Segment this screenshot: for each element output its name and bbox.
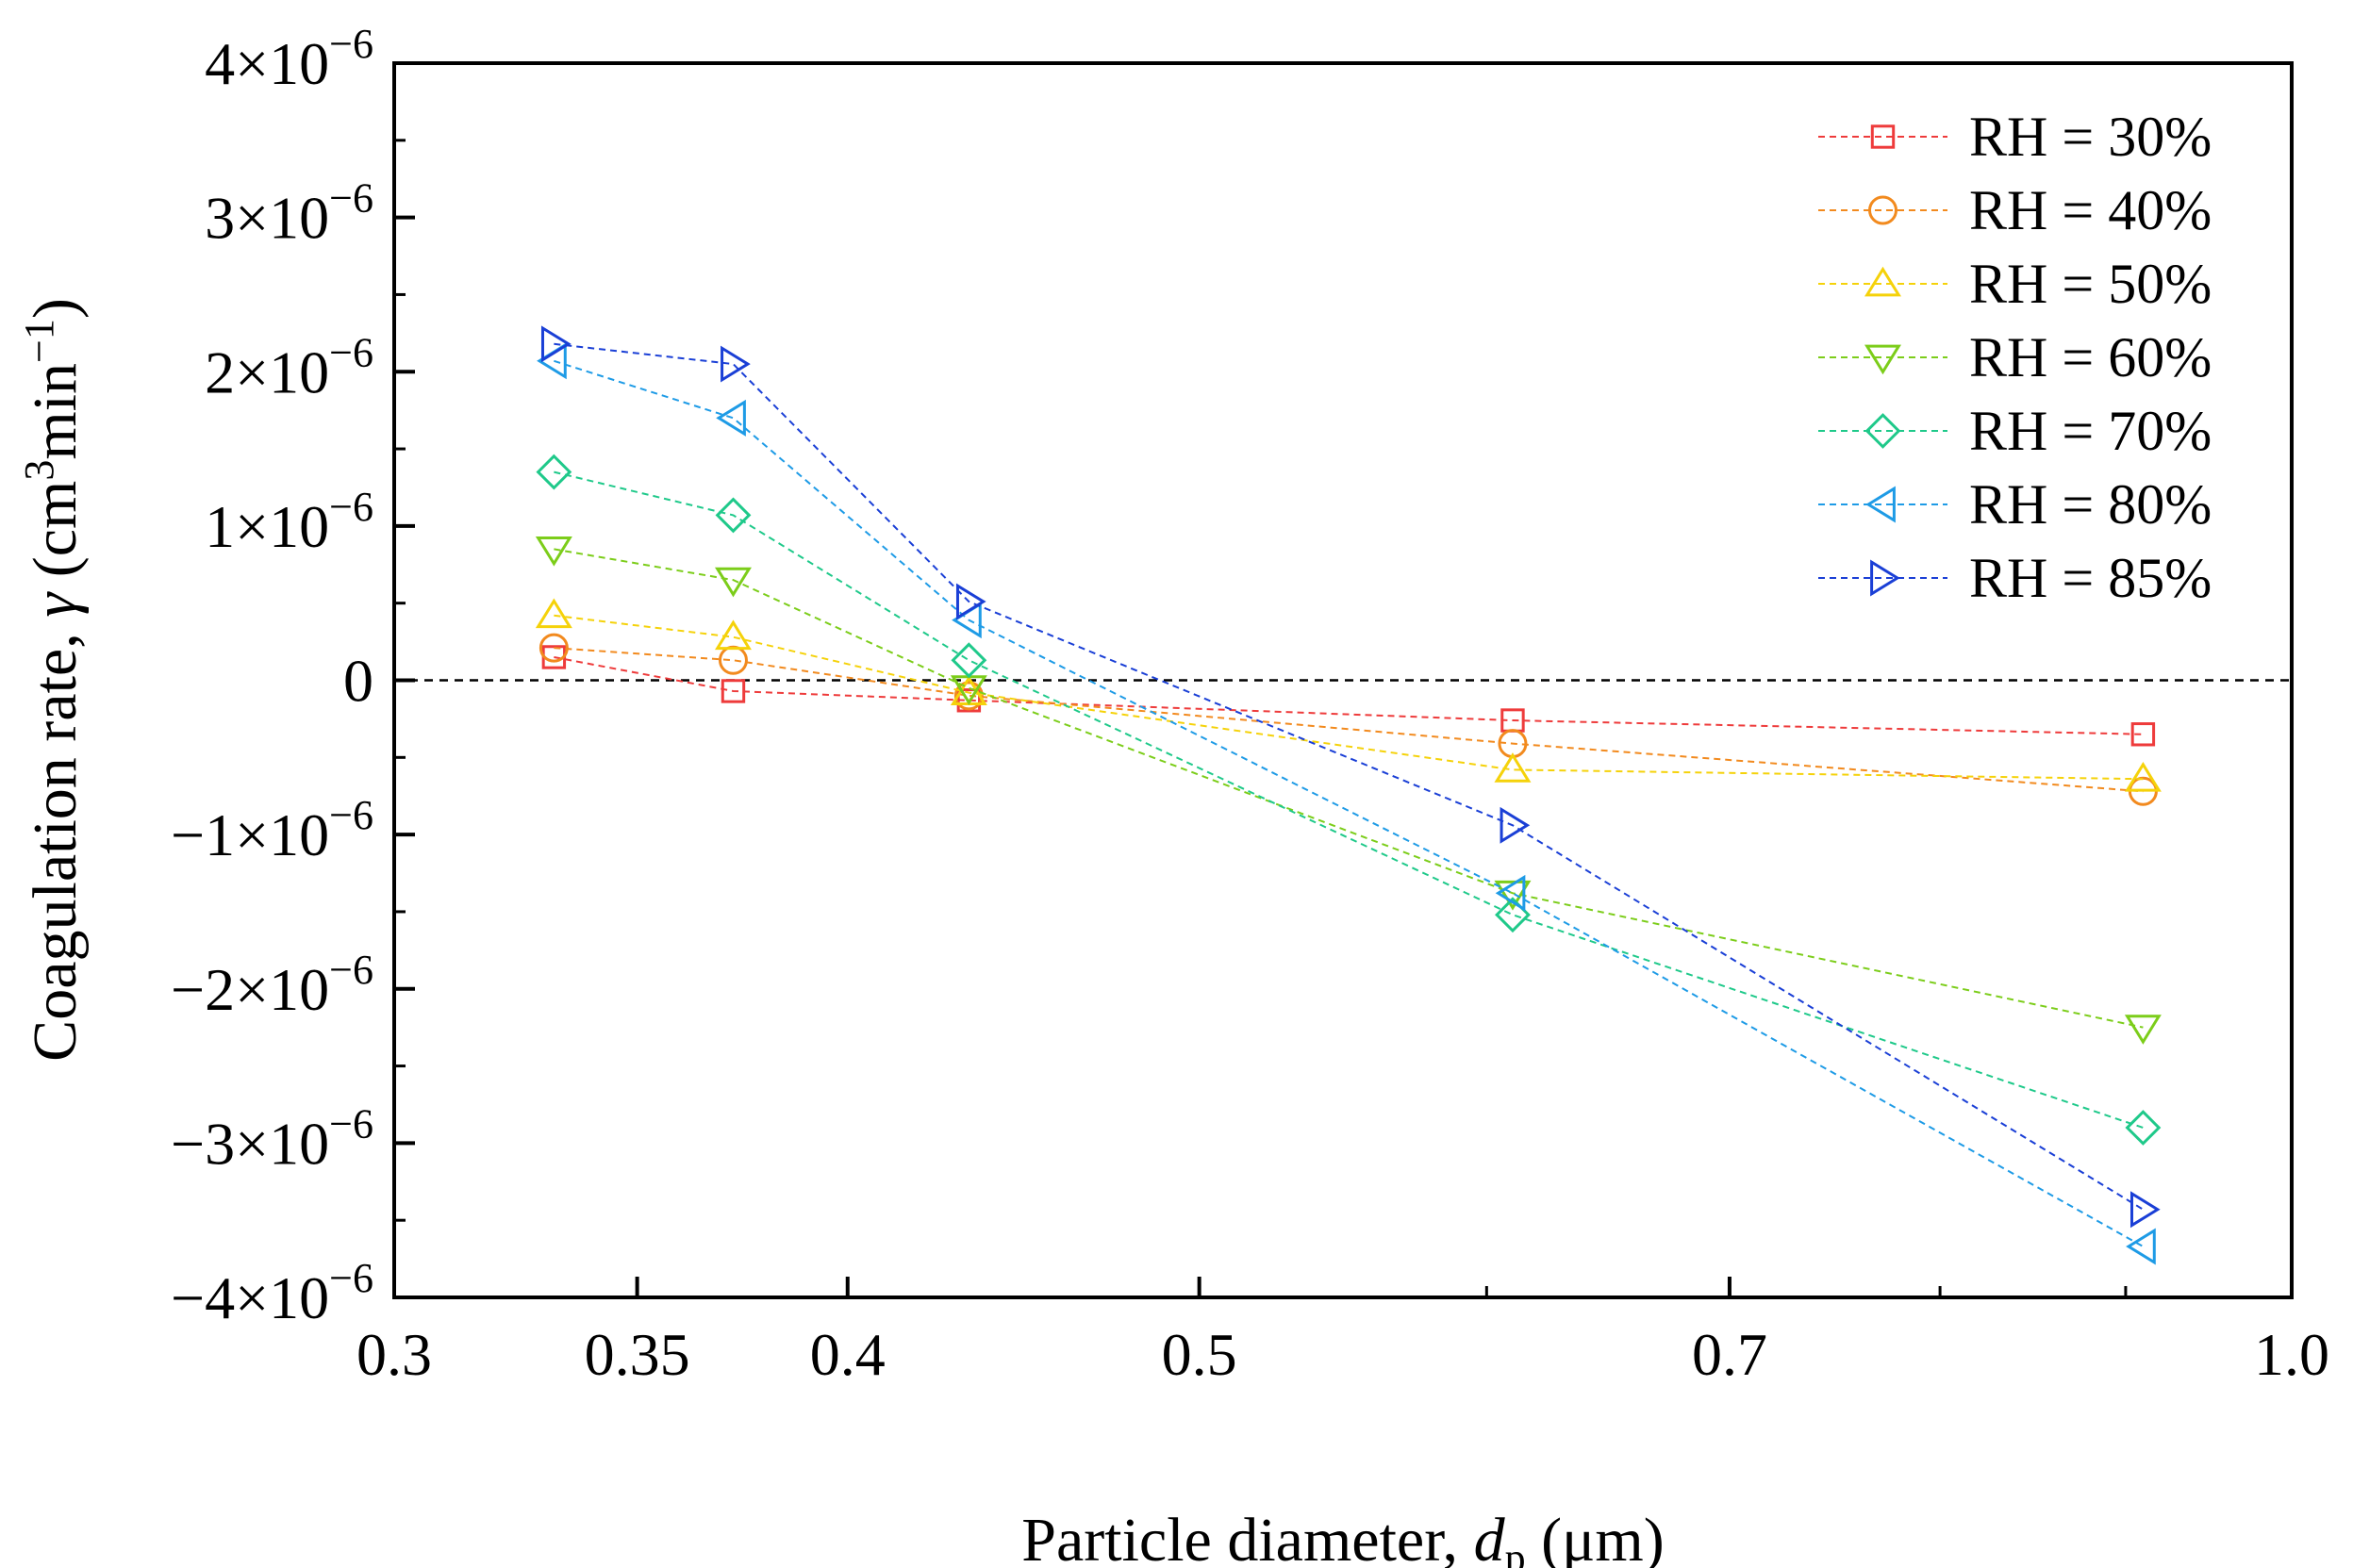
data-point xyxy=(714,567,752,598)
data-point xyxy=(2130,722,2156,747)
y-tick-label: 1×10−6 xyxy=(205,484,373,560)
legend-marker xyxy=(1870,124,1896,149)
data-point xyxy=(714,619,752,651)
y-tick-label: −1×10−6 xyxy=(171,792,373,868)
legend-entry: RH = 60% xyxy=(1818,326,2212,388)
data-point xyxy=(539,633,569,663)
series-5 xyxy=(536,454,2162,1146)
series-line xyxy=(554,647,2144,793)
series-line xyxy=(554,470,2144,1129)
data-point xyxy=(2125,1110,2162,1146)
series-line xyxy=(554,548,2144,1029)
data-point xyxy=(953,681,984,711)
series-2 xyxy=(539,633,2158,806)
legend-marker xyxy=(1864,266,1901,297)
data-point xyxy=(535,598,572,629)
data-point xyxy=(955,583,986,620)
data-point xyxy=(2124,1015,2162,1045)
data-point xyxy=(1494,752,1532,783)
legend-marker xyxy=(1864,413,1901,449)
data-point xyxy=(715,497,752,534)
legend-entry: RH = 30% xyxy=(1818,106,2212,168)
legend-entry: RH = 40% xyxy=(1818,179,2212,241)
data-point xyxy=(1495,874,1526,912)
series-6 xyxy=(537,342,2156,1265)
legend-entry: RH = 80% xyxy=(1818,473,2212,536)
series-7 xyxy=(540,325,2161,1229)
data-point xyxy=(721,345,751,383)
legend-label: RH = 85% xyxy=(1969,547,2212,609)
data-point xyxy=(1500,806,1531,844)
x-tick-label: 0.35 xyxy=(585,1321,690,1388)
legend-marker xyxy=(1868,195,1897,225)
legend-entry: RH = 50% xyxy=(1818,253,2212,315)
series-line xyxy=(554,342,2144,1211)
y-axis-title: Coagulation rate, γ (cm3min−1) xyxy=(16,298,90,1062)
data-point xyxy=(540,325,572,363)
legend-marker xyxy=(1864,344,1901,375)
data-point xyxy=(2126,1228,2156,1265)
legend-label: RH = 30% xyxy=(1969,106,2212,168)
series-1 xyxy=(541,645,2156,747)
legend-label: RH = 50% xyxy=(1969,253,2212,315)
legend-marker xyxy=(1870,559,1900,597)
legend-entry: RH = 85% xyxy=(1818,547,2212,609)
legend-label: RH = 70% xyxy=(1969,400,2212,462)
x-tick-label: 0.3 xyxy=(356,1321,432,1388)
legend-marker xyxy=(1865,486,1896,523)
y-tick-label: 2×10−6 xyxy=(205,329,373,405)
data-point xyxy=(716,399,746,437)
series-4 xyxy=(535,536,2162,1045)
data-point xyxy=(535,536,572,567)
data-point xyxy=(2129,1191,2161,1229)
data-point xyxy=(536,454,572,490)
legend-label: RH = 60% xyxy=(1969,326,2212,388)
x-tick-label: 0.5 xyxy=(1162,1321,1237,1388)
data-point xyxy=(956,688,982,713)
legend-entry: RH = 70% xyxy=(1818,400,2212,462)
series-line xyxy=(554,359,2144,1247)
y-tick-label: 0 xyxy=(343,648,373,715)
legend-label: RH = 80% xyxy=(1969,473,2212,536)
y-tick-label: −3×10−6 xyxy=(171,1100,373,1177)
data-point xyxy=(951,642,987,679)
data-point xyxy=(2124,761,2162,792)
y-tick-label: −4×10−6 xyxy=(171,1255,373,1331)
x-tick-label: 0.4 xyxy=(810,1321,886,1388)
y-tick-label: 4×10−6 xyxy=(205,21,373,97)
data-point xyxy=(1494,880,1532,911)
x-tick-label: 0.7 xyxy=(1692,1321,1767,1388)
legend: RH = 30% RH = 40% RH = 50% RH = 60% RH = 70%… xyxy=(1818,106,2212,609)
x-tick-label: 1.0 xyxy=(2254,1321,2329,1388)
legend-label: RH = 40% xyxy=(1969,179,2212,241)
y-tick-label: −2×10−6 xyxy=(171,947,373,1023)
series-line xyxy=(554,614,2144,781)
series-3 xyxy=(535,598,2162,792)
data-point xyxy=(721,679,746,703)
x-axis-title: Particle diameter, dp (μm) xyxy=(1021,1506,1665,1568)
y-tick-label: 3×10−6 xyxy=(205,175,373,252)
